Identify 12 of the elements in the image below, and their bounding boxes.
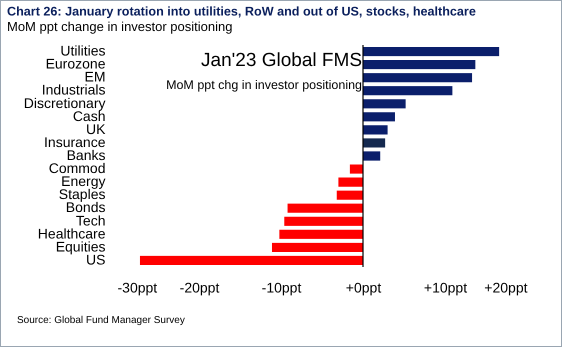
x-tick-label: -20ppt [180,280,220,296]
x-tick-label: +20ppt [484,280,528,296]
x-tick-label: -30ppt [118,280,158,296]
y-tick-label: Banks [66,147,106,163]
annotation: Jan'23 Global FMS [201,50,362,71]
x-tick-label: -10ppt [262,280,302,296]
source-note: Source: Global Fund Manager Survey [17,315,185,326]
chart-subtitle: MoM ppt change in investor positioning [7,19,232,34]
chart-title: Chart 26: January rotation into utilities, RoW and out of US, stocks, healthcare [7,4,476,18]
x-tick-label: +10ppt [424,280,468,296]
x-tick-label: +0ppt [346,280,382,296]
annotation: MoM ppt chg in investor positioning [166,78,362,92]
